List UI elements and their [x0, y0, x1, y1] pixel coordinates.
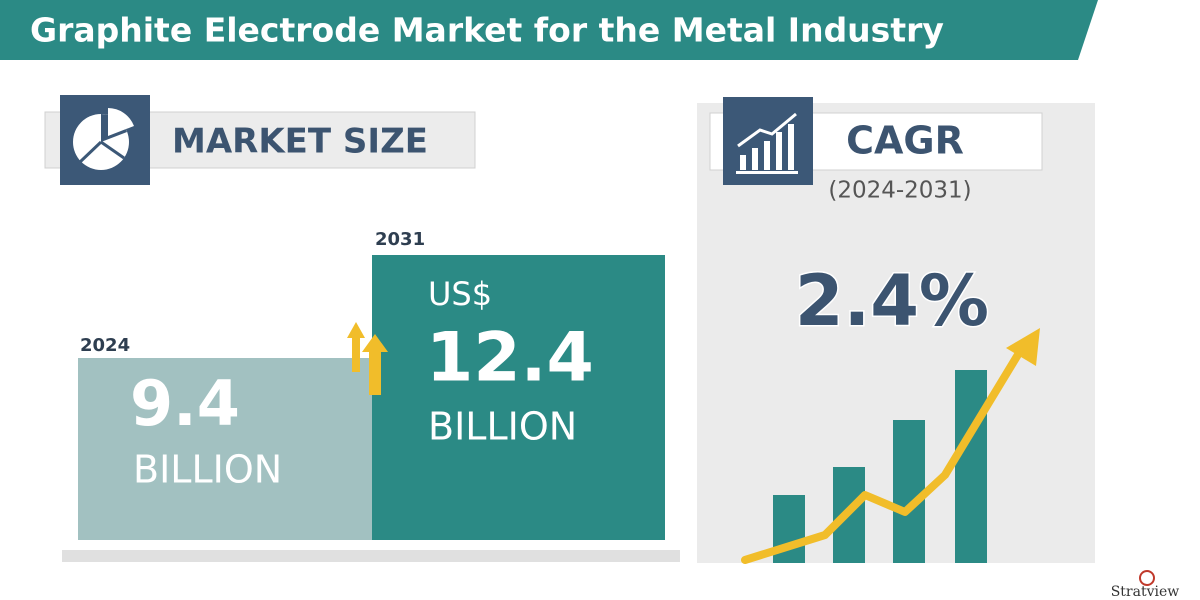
currency: US$ [428, 275, 492, 313]
year-label: 2024 [80, 335, 130, 356]
year-label: 2031 [375, 229, 425, 250]
value: 9.4 [130, 367, 240, 440]
pie-icon [73, 108, 134, 170]
arrow-head [1006, 328, 1040, 366]
end-box [372, 255, 665, 540]
unit: BILLION [428, 405, 577, 449]
cagr-value: 2.4% [795, 260, 989, 342]
growth-arrows [347, 322, 388, 395]
period: (2024-2031) [828, 178, 971, 204]
start-box [78, 358, 372, 540]
decor-bars [773, 370, 987, 563]
title-bar [0, 0, 1098, 60]
title: Graphite Electrode Market for the Metal … [30, 11, 944, 50]
section-label: CAGR [846, 119, 964, 163]
base [62, 550, 680, 562]
unit: BILLION [133, 448, 282, 492]
logo-mark [1139, 570, 1155, 586]
brand: Stratview [1111, 584, 1180, 600]
value: 12.4 [426, 319, 594, 398]
section-label: MARKET SIZE [172, 122, 428, 162]
chart-icon [736, 112, 798, 174]
trend-arrow [741, 344, 1026, 564]
